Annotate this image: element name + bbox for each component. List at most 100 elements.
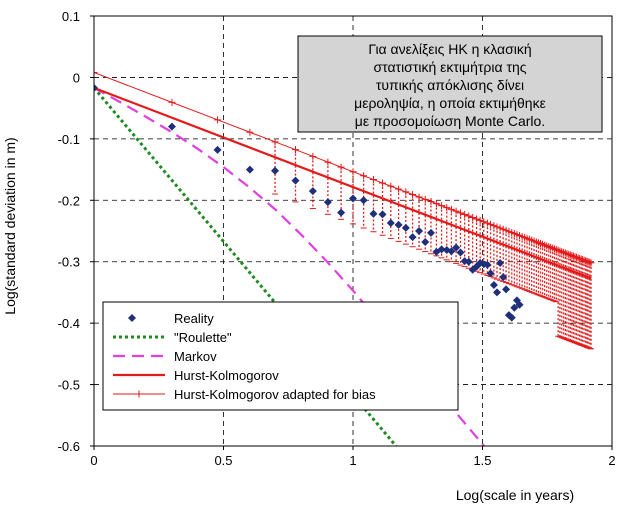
series-marker-reality xyxy=(507,313,516,322)
series-marker-reality xyxy=(452,243,461,252)
series-marker-hk-adapted xyxy=(580,256,588,264)
series-marker-reality xyxy=(394,220,403,229)
series-marker-reality xyxy=(496,258,505,267)
series-marker-hk-adapted xyxy=(551,245,559,253)
y-tick-label: -0.1 xyxy=(58,132,80,147)
series-marker-hk-adapted xyxy=(558,248,566,256)
series-marker-hk-adapted xyxy=(94,69,98,77)
series-marker-hk-adapted xyxy=(168,98,176,106)
series-marker-hk-adapted xyxy=(427,198,435,206)
series-marker-hk-adapted xyxy=(387,182,395,190)
series-marker-hk-adapted xyxy=(432,200,440,208)
series-marker-hk-adapted xyxy=(576,254,584,262)
series-marker-hk-adapted xyxy=(571,253,579,261)
y-tick-label: -0.6 xyxy=(58,439,80,454)
series-marker-hk-adapted xyxy=(443,204,451,212)
series-marker-reality xyxy=(369,209,378,218)
series-marker-hk-adapted xyxy=(409,191,417,199)
x-axis-title: Log(scale in years) xyxy=(456,487,574,503)
annotation-line: Για ανελίξεις ΗΚ η κλασική xyxy=(368,41,531,57)
y-axis-title: Log(standard deviation in m) xyxy=(2,137,18,314)
series-marker-hk-adapted xyxy=(490,222,498,230)
series-marker-reality xyxy=(437,245,446,254)
y-tick-label: 0.1 xyxy=(62,9,80,24)
x-tick-label: 1 xyxy=(349,453,356,468)
series-marker-hk-adapted xyxy=(578,256,586,264)
series-marker-hk-adapted xyxy=(421,195,429,203)
annotation-line: τυπικής απόκλισης δίνει xyxy=(376,77,524,93)
series-marker-hk-adapted xyxy=(360,172,368,180)
legend: Reality "Roulette" Markov Hurst-Kolmogor… xyxy=(102,301,459,411)
series-marker-reality xyxy=(504,311,513,320)
series-marker-reality xyxy=(308,187,317,196)
series-marker-hk-adapted xyxy=(499,225,507,233)
series-marker-hk-adapted xyxy=(574,254,582,262)
series-marker-hk-adapted xyxy=(566,251,574,259)
legend-label-hk-adapted: Hurst-Kolmogorov adapted for bias xyxy=(174,387,376,402)
series-marker-reality xyxy=(213,145,222,154)
series-marker-hk-adapted xyxy=(447,205,455,213)
series-marker-reality xyxy=(245,165,254,174)
series-marker-reality xyxy=(349,194,357,203)
series-marker-reality xyxy=(359,196,368,205)
series-marker-reality xyxy=(493,288,502,297)
series-marker-reality xyxy=(486,269,495,278)
series-marker-hk-adapted xyxy=(379,179,387,187)
series-marker-hk-adapted xyxy=(480,218,488,226)
y-tick-label: -0.4 xyxy=(58,316,80,331)
x-tick-label: 0 xyxy=(90,453,97,468)
annotation-background xyxy=(297,35,603,133)
series-marker-hk-adapted xyxy=(271,138,279,146)
legend-samples xyxy=(113,314,165,398)
series-marker-hk-adapted xyxy=(324,158,332,166)
series-marker-reality xyxy=(447,247,456,256)
x-tick-label: 1.5 xyxy=(473,453,491,468)
series-marker-hk-adapted xyxy=(587,259,595,267)
legend-label-reality: Reality xyxy=(174,311,214,326)
series-marker-hk-adapted xyxy=(554,246,562,254)
series-marker-hk-adapted xyxy=(568,252,576,260)
series-marker-hk-adapted xyxy=(246,128,254,136)
series-marker-hk-adapted xyxy=(560,248,568,256)
series-marker-reality xyxy=(426,228,435,237)
y-tick-label: 0 xyxy=(73,70,80,85)
series-marker-hk-adapted xyxy=(402,188,410,196)
annotation-line: με προσομοίωση Monte Carlo. xyxy=(355,113,545,129)
series-marker-hk-adapted xyxy=(496,224,504,232)
series-marker-hk-adapted xyxy=(476,216,484,224)
y-tick-label: -0.5 xyxy=(58,378,80,393)
series-marker-hk-adapted xyxy=(452,207,460,215)
series-marker-hk-adapted xyxy=(493,223,501,231)
series-marker-hk-adapted xyxy=(469,214,477,222)
series-marker-hk-adapted xyxy=(309,152,317,160)
series-marker-reality xyxy=(502,285,511,294)
series-marker-hk-adapted xyxy=(487,220,495,228)
legend-marker-reality xyxy=(128,314,136,322)
series-marker-hk-adapted xyxy=(569,252,577,260)
annotation-box: Για ανελίξεις ΗΚ η κλασική στατιστική εκ… xyxy=(297,35,603,133)
series-marker-reality xyxy=(456,248,465,257)
legend-label-hk: Hurst-Kolmogorov xyxy=(174,368,279,383)
plot-area xyxy=(94,69,595,446)
x-tick-label: 2 xyxy=(608,453,615,468)
series-marker-reality xyxy=(510,303,519,312)
series-marker-reality xyxy=(483,260,492,269)
x-tick-label: 0.5 xyxy=(214,453,232,468)
series-marker-hk-adapted xyxy=(584,258,592,266)
series-marker-hk-adapted xyxy=(549,244,557,252)
series-marker-reality xyxy=(408,233,417,242)
series-marker-hk-adapted xyxy=(473,215,481,223)
legend-marker-hk-adapted xyxy=(135,390,143,398)
series-marker-reality xyxy=(401,223,410,232)
axis-ticks: 0 0.5 1 1.5 2 0.1 0 -0.1 -0.2 -0.3 -0.4 -0.5 -0.6 xyxy=(58,9,616,468)
series-marker-hk-adapted xyxy=(563,250,571,258)
series-marker-hk-adapted xyxy=(349,168,357,176)
series-marker-hk-adapted xyxy=(556,247,564,255)
series-marker-reality xyxy=(323,198,332,207)
series-marker-reality xyxy=(415,227,424,235)
series-marker-hk-adapted xyxy=(369,176,377,184)
series-marker-hk-adapted xyxy=(214,116,222,124)
legend-label-roulette: "Roulette" xyxy=(174,330,232,345)
series-marker-reality xyxy=(271,166,280,175)
